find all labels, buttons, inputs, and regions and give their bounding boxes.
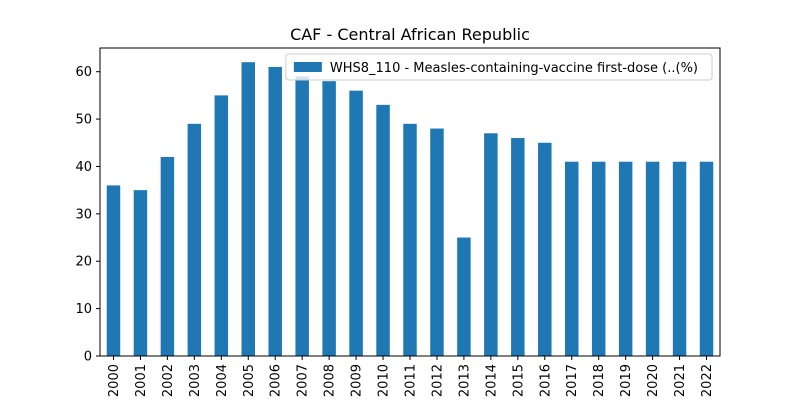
bar-2021 <box>672 161 687 356</box>
bar-2008 <box>322 81 336 357</box>
bar-2005 <box>241 62 255 356</box>
x-tick-label: 2019 <box>619 364 634 397</box>
x-tick-label: 2007 <box>296 364 311 397</box>
bar-2006 <box>268 66 282 356</box>
legend: WHS8_110 - Measles-containing-vaccine fi… <box>285 53 713 81</box>
bar-2002 <box>160 156 175 356</box>
x-tick-label: 2006 <box>269 364 284 397</box>
x-tick-label: 2009 <box>350 364 365 397</box>
axes-group: 0 10 20 30 40 50 60 2000 2001 2002 2003 2004 2005 200… <box>75 47 721 397</box>
x-tick-label: 2017 <box>565 364 580 397</box>
bar-2017 <box>565 161 579 356</box>
bar-2003 <box>187 123 202 356</box>
bar-2020 <box>645 161 660 356</box>
legend-swatch <box>293 62 322 72</box>
x-tick-label: 2015 <box>511 364 526 397</box>
y-tick-label: 10 <box>75 302 92 317</box>
bar-2014 <box>484 133 498 356</box>
bar-2015 <box>511 138 525 356</box>
x-tick-label: 2004 <box>215 364 230 397</box>
x-tick-label: 2002 <box>161 364 176 397</box>
bar-2001 <box>133 190 148 356</box>
x-tick-label: 2022 <box>700 364 715 397</box>
bar-2013 <box>457 237 471 356</box>
x-tick-label: 2008 <box>323 364 338 397</box>
x-tick-label: 2013 <box>457 364 472 397</box>
x-tick-label: 2014 <box>484 364 499 397</box>
bar-2000 <box>106 185 121 356</box>
y-tick-label: 30 <box>75 207 92 222</box>
legend-label: WHS8_110 - Measles-containing-vaccine fi… <box>330 61 698 76</box>
x-tick-label: 2001 <box>134 364 149 397</box>
bars-group <box>106 62 714 357</box>
bar-2004 <box>214 95 229 356</box>
x-tick-label: 2012 <box>430 364 445 397</box>
y-tick-label: 60 <box>75 65 92 80</box>
x-tick-label: 2021 <box>673 364 688 397</box>
bar-2007 <box>295 76 309 356</box>
y-tick-label: 40 <box>75 160 92 175</box>
legend-frame <box>285 53 713 81</box>
bar-2022 <box>699 161 714 356</box>
bar-2016 <box>538 142 552 356</box>
x-tick-label: 2016 <box>538 364 553 397</box>
y-tick-label: 20 <box>75 255 92 270</box>
x-tick-label: 2020 <box>646 364 661 397</box>
x-tick-label: 2018 <box>592 364 607 397</box>
chart-title: CAF - Central African Republic <box>290 25 530 44</box>
y-tick-label: 0 <box>84 350 92 365</box>
bar-2018 <box>591 161 606 356</box>
bar-2009 <box>349 90 363 357</box>
x-tick-label: 2003 <box>188 364 203 397</box>
bar-2012 <box>430 128 444 356</box>
x-tick-label: 2011 <box>404 364 419 397</box>
x-tick-label: 2010 <box>377 364 392 397</box>
bar-2010 <box>376 104 390 356</box>
x-tick-label: 2000 <box>107 364 122 397</box>
bar-2019 <box>618 161 633 356</box>
y-tick-label: 50 <box>75 113 92 128</box>
bar-2011 <box>403 123 417 356</box>
x-tick-label: 2005 <box>242 364 257 397</box>
